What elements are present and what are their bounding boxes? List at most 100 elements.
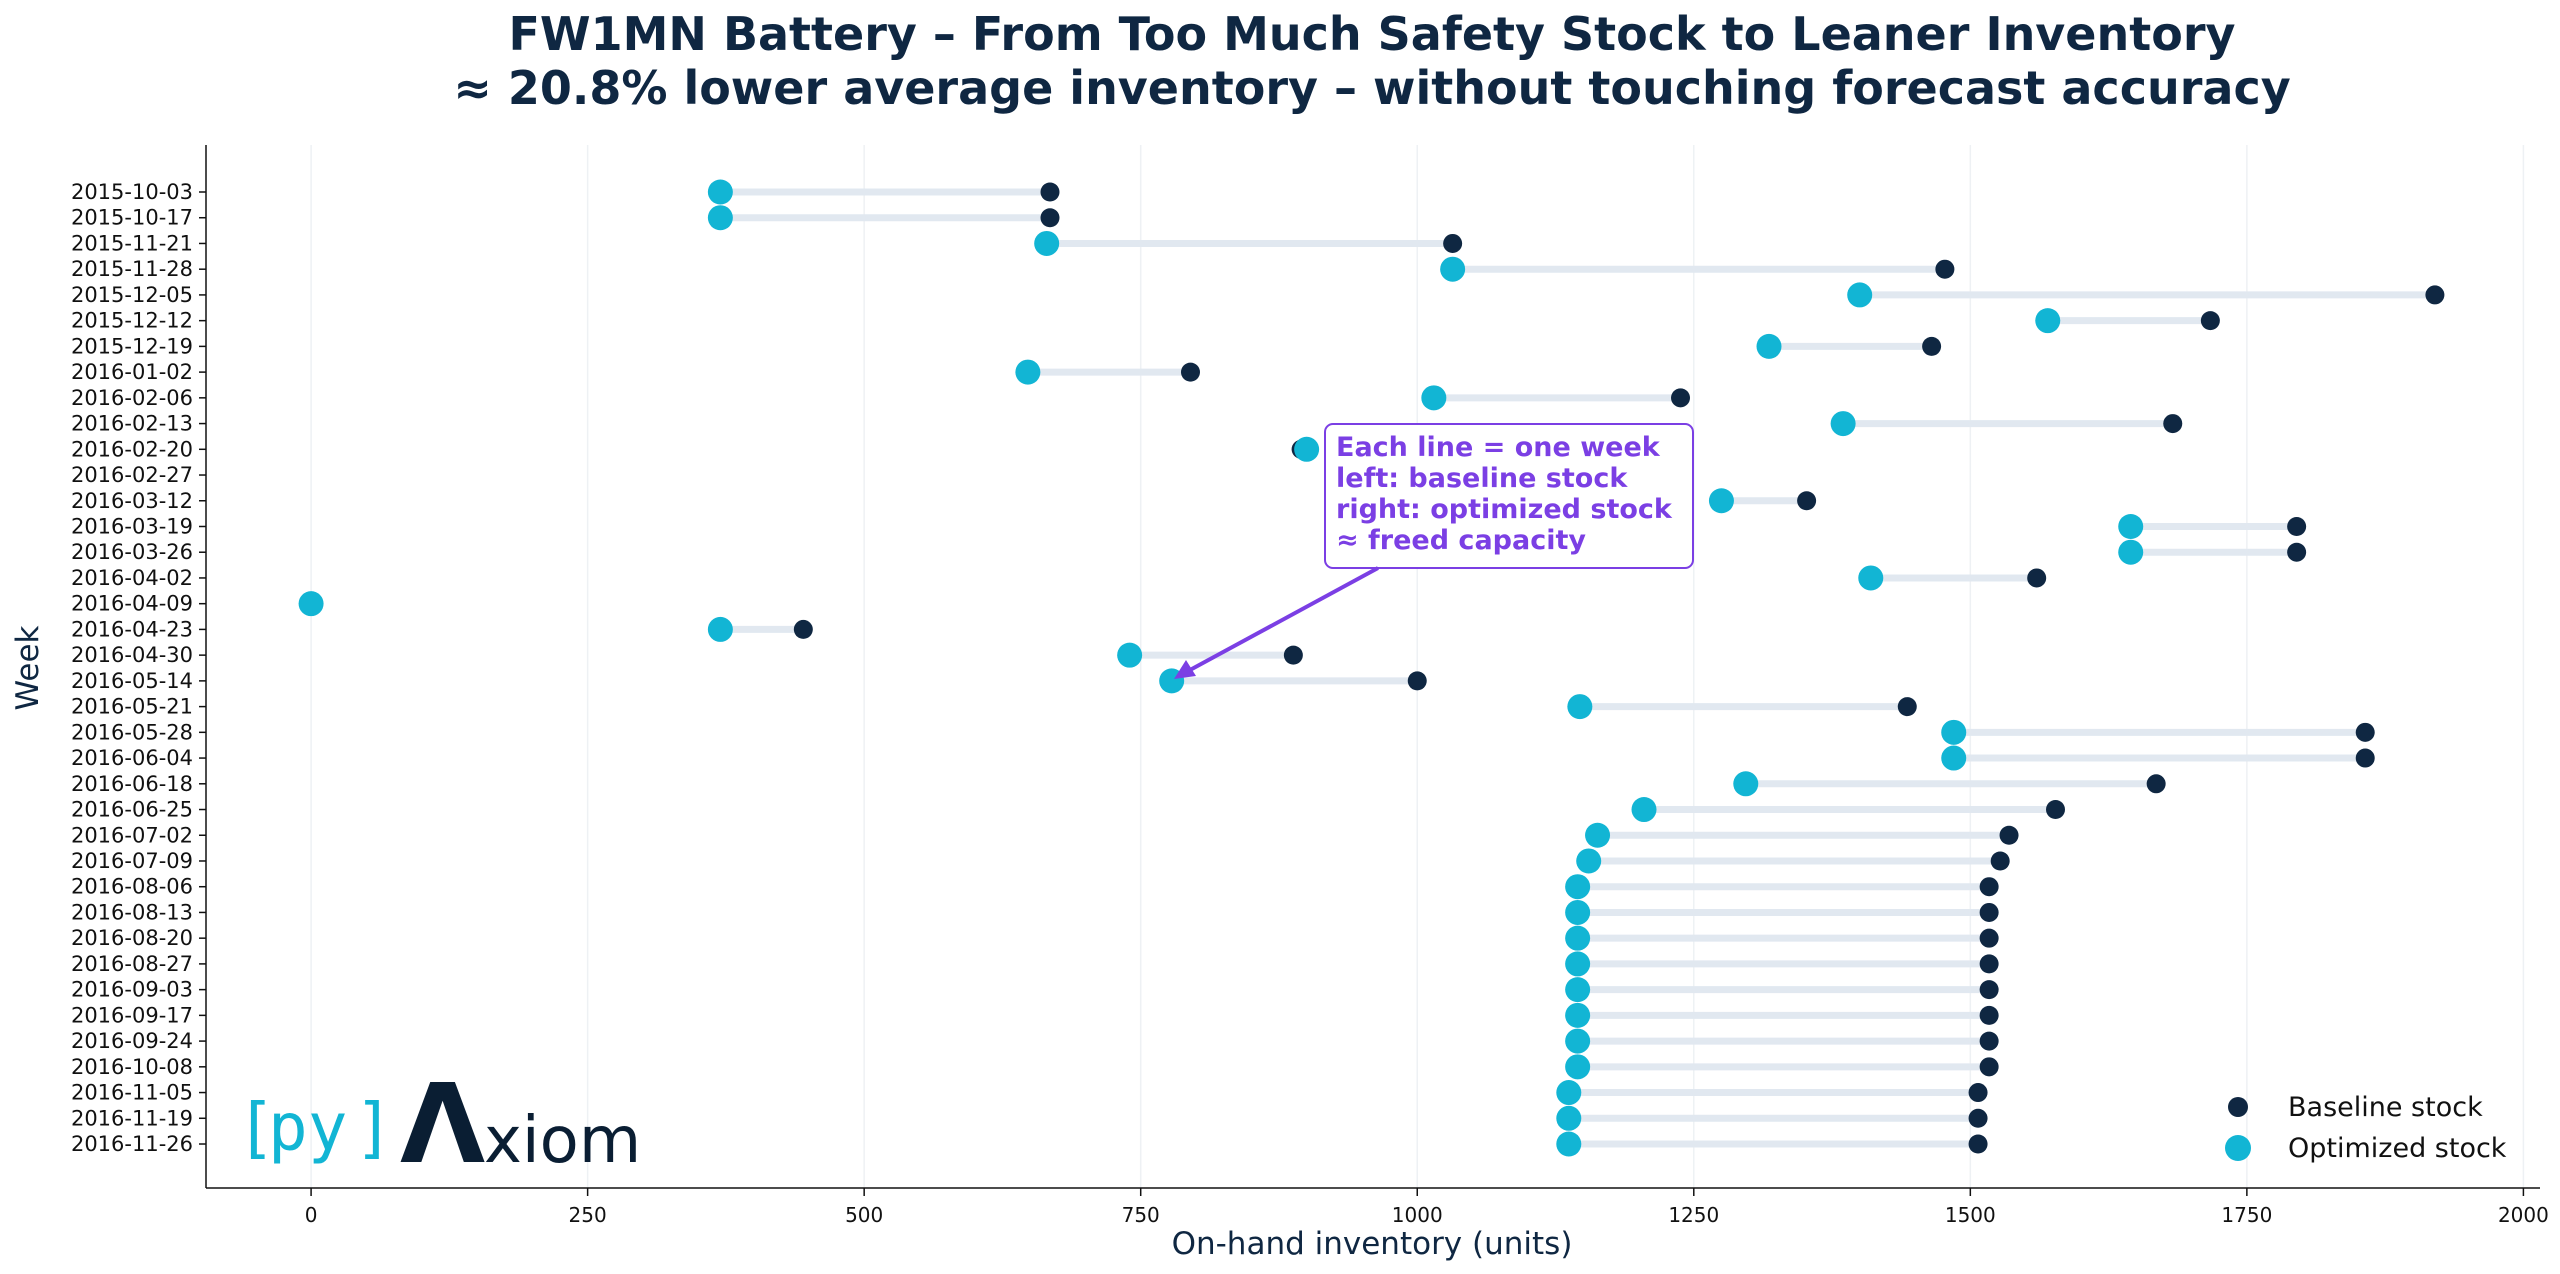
- baseline-point-2016-07-09: [1990, 851, 2010, 871]
- optimized-point-2016-08-06: [1565, 874, 1591, 900]
- x-tick-label-7: 1750: [2221, 1203, 2272, 1227]
- y-tick-label-2016-05-21: 2016-05-21: [71, 695, 193, 719]
- y-tick-label-2016-06-18: 2016-06-18: [71, 772, 193, 796]
- baseline-point-2015-11-21: [1443, 233, 1463, 253]
- baseline-point-2015-12-05: [2425, 285, 2445, 305]
- chart-title-line2: ≈ 20.8% lower average inventory – withou…: [453, 61, 2290, 115]
- y-tick-label-2016-07-02: 2016-07-02: [71, 823, 193, 847]
- optimized-point-2016-02-20: [1294, 436, 1320, 462]
- y-tick-label-2016-10-08: 2016-10-08: [71, 1055, 193, 1079]
- optimized-point-2016-02-06: [1421, 385, 1447, 411]
- connector-lines: [720, 188, 2435, 1148]
- y-tick-label-2016-04-30: 2016-04-30: [71, 643, 193, 667]
- y-tick-labels: 2015-10-032015-10-172015-11-212015-11-28…: [71, 180, 206, 1156]
- optimized-points: [298, 179, 2144, 1157]
- optimized-point-2016-03-12: [1708, 488, 1734, 514]
- optimized-point-2015-12-05: [1847, 282, 1873, 308]
- optimized-point-2016-09-24: [1565, 1028, 1591, 1054]
- baseline-point-2016-08-13: [1979, 902, 1999, 922]
- y-tick-label-2016-06-04: 2016-06-04: [71, 746, 193, 770]
- legend-swatch-optimized: [2225, 1135, 2251, 1161]
- baseline-point-2016-09-24: [1979, 1031, 1999, 1051]
- legend-label-baseline: Baseline stock: [2288, 1092, 2483, 1123]
- y-tick-label-2016-09-17: 2016-09-17: [71, 1003, 193, 1027]
- x-tick-label-1: 250: [569, 1203, 607, 1227]
- baseline-point-2016-06-18: [2146, 774, 2166, 794]
- y-tick-label-2016-11-19: 2016-11-19: [71, 1106, 193, 1130]
- x-tick-label-4: 1000: [1392, 1203, 1443, 1227]
- baseline-point-2016-08-06: [1979, 877, 1999, 897]
- y-tick-label-2015-10-17: 2015-10-17: [71, 206, 193, 230]
- optimized-point-2016-04-23: [707, 616, 733, 642]
- y-tick-label-2016-03-26: 2016-03-26: [71, 540, 193, 564]
- baseline-point-2016-04-02: [2027, 568, 2047, 588]
- baseline-point-2015-10-03: [1040, 182, 1060, 202]
- optimized-point-2016-06-04: [1941, 745, 1967, 771]
- x-tick-label-6: 1500: [1945, 1203, 1996, 1227]
- logo-lambda: Λ: [400, 1060, 485, 1188]
- annotation-line-2: left: baseline stock: [1336, 463, 1628, 494]
- optimized-point-2016-04-30: [1117, 642, 1143, 668]
- baseline-point-2015-10-17: [1040, 208, 1060, 228]
- x-tick-label-2: 500: [845, 1203, 883, 1227]
- baseline-point-2016-01-02: [1180, 362, 1200, 382]
- optimized-point-2016-10-08: [1565, 1054, 1591, 1080]
- legend-swatch-baseline: [2228, 1097, 2248, 1117]
- baseline-point-2016-11-19: [1968, 1108, 1988, 1128]
- y-axis-label: Week: [10, 625, 46, 710]
- baseline-points: [301, 182, 2445, 1154]
- y-tick-label-2016-08-13: 2016-08-13: [71, 900, 193, 924]
- y-tick-label-2016-09-24: 2016-09-24: [71, 1029, 193, 1053]
- y-tick-label-2016-08-20: 2016-08-20: [71, 926, 193, 950]
- logo-py: py: [268, 1089, 347, 1166]
- y-tick-label-2016-06-25: 2016-06-25: [71, 798, 193, 822]
- x-tick-labels: 0 250 500 750 1000 1250 1500 1750 2000: [305, 1188, 2549, 1227]
- optimized-point-2016-01-02: [1015, 359, 1041, 385]
- optimized-point-2016-06-25: [1631, 797, 1657, 823]
- optimized-point-2016-09-03: [1565, 977, 1591, 1003]
- baseline-point-2016-08-27: [1979, 954, 1999, 974]
- baseline-point-2016-06-25: [2046, 800, 2066, 820]
- optimized-point-2016-03-26: [2118, 539, 2144, 565]
- baseline-point-2016-03-19: [2287, 516, 2307, 536]
- baseline-point-2015-12-12: [2200, 311, 2220, 331]
- logo-word: xiom: [484, 1104, 641, 1178]
- y-tick-label-2016-02-13: 2016-02-13: [71, 412, 193, 436]
- legend: Baseline stock Optimized stock: [2225, 1092, 2507, 1164]
- optimized-point-2016-11-05: [1556, 1080, 1582, 1106]
- x-axis-label: On-hand inventory (units): [1172, 1226, 1573, 1262]
- baseline-point-2016-02-13: [2163, 414, 2183, 434]
- y-tick-label-2016-02-20: 2016-02-20: [71, 437, 193, 461]
- pyaxiom-logo: [ py ] Λ xiom: [236, 1060, 641, 1188]
- optimized-point-2016-11-19: [1556, 1105, 1582, 1131]
- annotation-line-1: Each line = one week: [1336, 432, 1661, 463]
- y-tick-label-2016-04-09: 2016-04-09: [71, 592, 193, 616]
- optimized-point-2016-11-26: [1556, 1131, 1582, 1157]
- baseline-point-2016-03-12: [1797, 491, 1817, 511]
- baseline-point-2016-04-30: [1283, 645, 1303, 665]
- x-tick-label-0: 0: [305, 1203, 318, 1227]
- baseline-point-2016-04-23: [793, 619, 813, 639]
- y-tick-label-2015-10-03: 2015-10-03: [71, 180, 193, 204]
- optimized-point-2015-11-28: [1440, 256, 1466, 282]
- annotation-line-4: ≈ freed capacity: [1336, 525, 1586, 556]
- y-tick-label-2016-08-06: 2016-08-06: [71, 875, 193, 899]
- y-tick-label-2016-04-23: 2016-04-23: [71, 617, 193, 641]
- y-tick-label-2016-08-27: 2016-08-27: [71, 952, 193, 976]
- y-tick-label-2016-01-02: 2016-01-02: [71, 360, 193, 384]
- baseline-point-2016-11-26: [1968, 1134, 1988, 1154]
- annotation-box: [1324, 423, 1694, 569]
- x-tick-label-5: 1250: [1668, 1203, 1719, 1227]
- y-tick-label-2016-02-27: 2016-02-27: [71, 463, 193, 487]
- y-tick-label-2016-02-06: 2016-02-06: [71, 386, 193, 410]
- optimized-point-2016-04-02: [1858, 565, 1884, 591]
- y-tick-label-2016-05-14: 2016-05-14: [71, 669, 193, 693]
- y-tick-label-2016-11-26: 2016-11-26: [71, 1132, 193, 1156]
- legend-label-optimized: Optimized stock: [2288, 1133, 2507, 1164]
- y-tick-label-2015-12-19: 2015-12-19: [71, 334, 193, 358]
- baseline-point-2016-06-04: [2355, 748, 2375, 768]
- y-tick-label-2016-03-19: 2016-03-19: [71, 514, 193, 538]
- optimized-point-2016-07-02: [1585, 822, 1611, 848]
- y-tick-label-2016-07-09: 2016-07-09: [71, 849, 193, 873]
- baseline-point-2016-08-20: [1979, 928, 1999, 948]
